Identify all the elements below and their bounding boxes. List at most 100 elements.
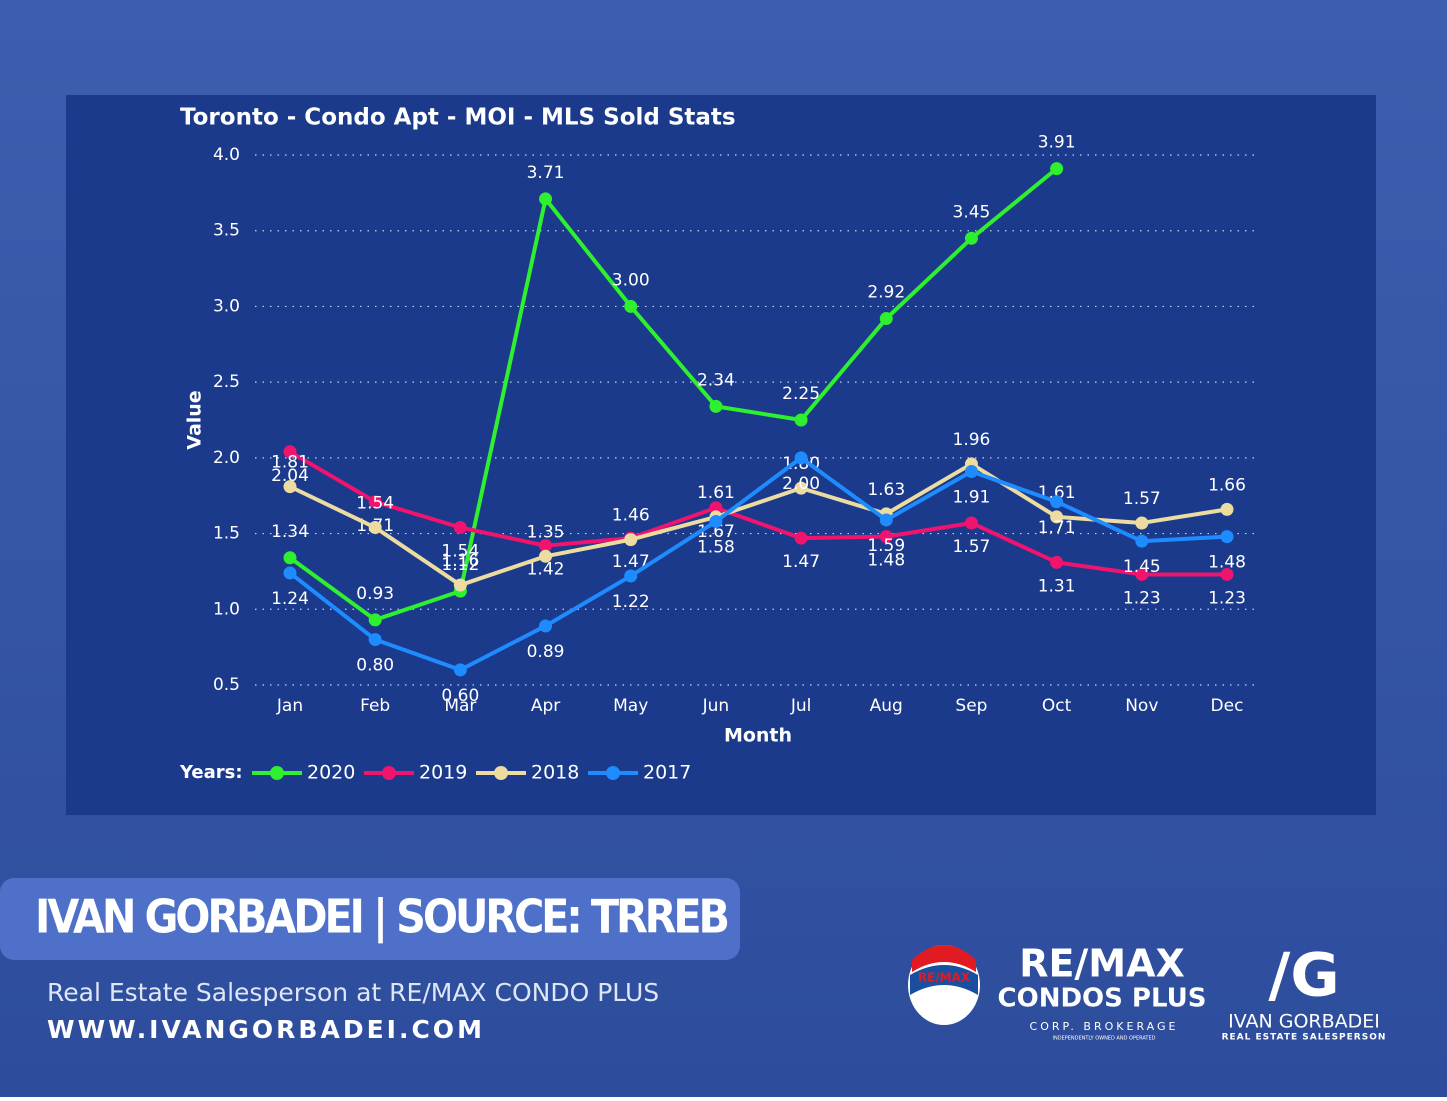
x-tick-label: Nov xyxy=(1125,696,1158,716)
data-label: 1.66 xyxy=(1208,475,1246,495)
x-axis-label: Month xyxy=(724,725,792,747)
data-label: 1.48 xyxy=(1208,553,1246,573)
data-point xyxy=(709,399,723,413)
ig-role: REAL ESTATE SALESPERSON xyxy=(1222,1033,1387,1043)
series-line xyxy=(289,461,1228,588)
ig-mark: /G xyxy=(1268,941,1339,1011)
data-label: 1.47 xyxy=(782,552,820,572)
series-line xyxy=(288,455,1228,672)
legend-marker xyxy=(270,766,284,780)
data-label: 1.71 xyxy=(1038,518,1076,538)
data-label: 1.35 xyxy=(527,522,565,542)
remax-line3: CORP. BROKERAGE xyxy=(1030,1020,1179,1033)
data-label: 3.71 xyxy=(527,163,565,183)
x-tick-label: Feb xyxy=(360,696,390,716)
data-point xyxy=(283,551,297,565)
legend-label: 2018 xyxy=(531,762,579,784)
data-point xyxy=(709,501,723,515)
y-tick-label: 1.0 xyxy=(213,599,240,619)
x-tick-label: Apr xyxy=(531,696,560,716)
data-point xyxy=(1050,495,1064,509)
data-label: 2.00 xyxy=(782,474,820,494)
data-point xyxy=(624,533,638,547)
data-point xyxy=(539,619,553,633)
legend-label: 2017 xyxy=(643,762,691,784)
data-label: 1.63 xyxy=(867,480,905,500)
data-label: 1.47 xyxy=(612,552,650,572)
x-tick-label: May xyxy=(613,696,648,716)
data-label: 1.42 xyxy=(527,560,565,580)
banner-bg xyxy=(0,878,740,960)
data-label: 1.45 xyxy=(1123,557,1161,577)
data-label: 1.48 xyxy=(867,551,905,571)
y-axis-label: Value xyxy=(184,390,206,449)
data-label: 1.46 xyxy=(612,506,650,526)
series-line xyxy=(288,167,1058,622)
data-point xyxy=(368,495,382,509)
data-point xyxy=(1050,162,1064,176)
data-point xyxy=(1220,502,1234,516)
data-point xyxy=(453,521,467,535)
data-point xyxy=(624,569,638,583)
data-label: 0.89 xyxy=(527,642,565,662)
data-label: 3.91 xyxy=(1038,133,1076,153)
data-point xyxy=(1135,516,1149,530)
x-tick-label: Aug xyxy=(870,696,903,716)
plot: 0.5 1.0 1.5 2.0 2.5 3.0 3.5 4.0 Jan Feb Mar Apr May J… xyxy=(213,133,1255,784)
remax-line1: RE/MAX xyxy=(1019,942,1185,986)
balloon-top xyxy=(912,945,976,972)
data-point xyxy=(1220,567,1234,581)
data-point xyxy=(794,531,808,545)
data-point xyxy=(879,530,893,544)
data-point xyxy=(539,192,553,206)
data-label: 2.34 xyxy=(697,370,735,390)
ig-name: IVAN GORBADEI xyxy=(1228,1011,1380,1033)
data-point xyxy=(453,578,467,592)
data-label: 1.54 xyxy=(441,542,479,562)
data-label: 1.31 xyxy=(1038,576,1076,596)
chart-panel xyxy=(66,95,1376,815)
data-label: 0.80 xyxy=(356,656,394,676)
y-tick-label: 3.0 xyxy=(213,296,240,316)
x-tick-label: Mar xyxy=(444,696,476,716)
data-label: 1.34 xyxy=(271,522,309,542)
x-tick-label: Jan xyxy=(276,696,303,716)
data-label: 3.45 xyxy=(953,202,991,222)
x-tick-label: Sep xyxy=(955,696,987,716)
data-label: 1.58 xyxy=(697,537,735,557)
data-label: 1.23 xyxy=(1123,588,1161,608)
data-point xyxy=(964,231,978,245)
data-label: 1.16 xyxy=(441,551,479,571)
data-label: 1.91 xyxy=(953,487,991,507)
data-point xyxy=(709,514,723,528)
data-point xyxy=(368,633,382,647)
data-point xyxy=(1050,510,1064,524)
data-label: 1.96 xyxy=(953,430,991,450)
data-label: 3.00 xyxy=(612,270,650,290)
legend-label: 2020 xyxy=(307,762,355,784)
y-tick-label: 2.5 xyxy=(213,372,240,392)
y-tick-label: 4.0 xyxy=(213,145,240,165)
series-line xyxy=(288,450,1227,577)
x-tick-label: Dec xyxy=(1211,696,1244,716)
data-label: 2.04 xyxy=(271,466,309,486)
data-point xyxy=(1135,567,1149,581)
data-point xyxy=(794,481,808,495)
data-label: 1.57 xyxy=(953,537,991,557)
data-label: 1.61 xyxy=(697,483,735,503)
y-tick-label: 0.5 xyxy=(213,675,240,695)
banner: IVAN GORBADEI | SOURCE: TRREB xyxy=(35,890,730,945)
data-label: 1.23 xyxy=(1208,588,1246,608)
chart-title: Toronto - Condo Apt - MOI - MLS Sold Sta… xyxy=(180,105,736,131)
legend-marker xyxy=(494,766,508,780)
data-label: 1.12 xyxy=(441,555,479,575)
data-point xyxy=(1050,555,1064,569)
balloon-text: RE/MAX xyxy=(918,971,971,985)
data-point xyxy=(624,299,638,313)
y-tick-label: 1.5 xyxy=(213,524,240,544)
data-label: 1.24 xyxy=(271,589,309,609)
data-point xyxy=(539,549,553,563)
data-label: 1.22 xyxy=(612,592,650,612)
data-point xyxy=(539,539,553,553)
